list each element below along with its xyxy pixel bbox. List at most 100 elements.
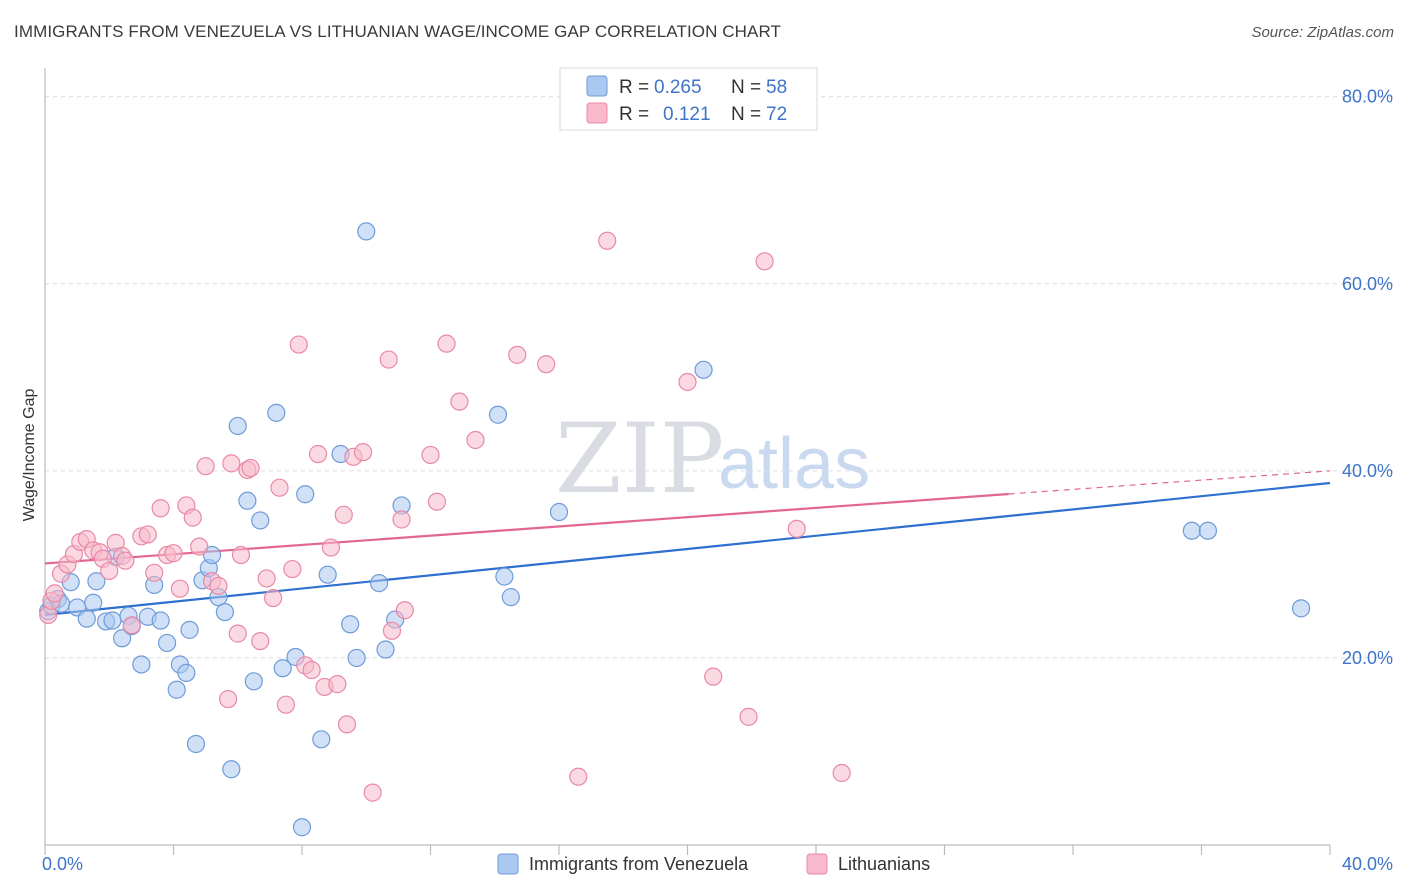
venezuela-point [251,511,270,530]
chart-title: IMMIGRANTS FROM VENEZUELA VS LITHUANIAN … [14,22,782,41]
venezuela-point [312,730,331,749]
venezuela-point [215,602,234,622]
lithuanian-point [270,478,289,497]
venezuela-point [549,502,569,522]
lithuanian-point [466,430,485,450]
bottom-legend-swatch-pink [806,853,828,875]
lithuanian-point [190,537,209,556]
y-tick-label: 80.0% [1342,87,1393,107]
venezuela-point [167,680,186,699]
venezuela-point [228,416,247,436]
lithuanian-point [321,538,341,557]
data-points [39,222,1311,837]
bottom-legend-swatch-blue [497,853,519,875]
axes [44,68,1331,855]
venezuela-point [222,760,241,779]
legend-r-value: 0.265 [654,77,702,98]
venezuela-point [180,620,199,639]
lithuanian-point [276,695,296,714]
venezuela-point [238,491,257,510]
lithuanian-point [263,588,283,608]
lithuanian-point [283,559,302,579]
lithuanian-point [678,372,697,392]
x-tick-label: 40.0% [1342,854,1393,874]
lithuanian-point [787,519,806,538]
lithuanian-point [209,576,228,596]
lithuanian-point [392,510,411,529]
lithuanian-point [231,545,251,565]
lithuanian-point [334,505,353,524]
lithuanian-point [337,715,357,734]
lithuanian-point [739,707,758,726]
watermark-atlas: atlas [718,424,870,504]
watermark: ZIP atlas [555,403,870,515]
venezuela-point [87,572,106,591]
lithuanian-point [45,584,64,603]
y-axis-title: Wage/Income Gap [21,389,38,522]
venezuela-point [151,611,170,630]
venezuela-point [488,405,508,424]
lithuanian-point [832,763,851,783]
venezuela-point [501,588,520,607]
x-tick-labels: 0.0% 40.0% [42,854,1393,874]
lithuanian-point [363,783,382,802]
legend-swatch-pink [586,102,608,124]
venezuela-point [1182,521,1201,540]
venezuela-point [244,672,263,691]
venezuela-point [186,734,206,754]
venezuela-point [267,403,286,422]
lithuanian-point [598,231,617,250]
lithuanian-point [138,525,157,544]
lithuanian-point [508,345,527,364]
lithuanian-point [145,563,164,582]
x-tick-label: 0.0% [42,854,83,874]
venezuela-point [132,655,151,674]
legend-n-value: 72 [766,104,787,125]
venezuela-point [370,573,389,593]
y-tick-labels: 20.0% 40.0% 60.0% 80.0% [1342,87,1393,668]
lithuanian-point [704,667,723,686]
gridlines [45,96,1393,659]
lithuanian-point [164,544,183,563]
lithuanian-point [421,445,440,465]
lithuanian-point [122,616,141,635]
legend-r-label: R = [619,104,649,125]
lithuanian-point [450,392,469,411]
watermark-zip: ZIP [555,403,724,515]
lithuanian-point [222,454,241,473]
lithuanian-trend-extension [1008,470,1331,495]
bottom-legend-label: Immigrants from Venezuela [529,854,749,874]
venezuela-point [495,567,514,586]
lithuanian-point [353,443,373,462]
venezuela-point [296,485,315,504]
venezuela-point [376,640,395,659]
venezuela-point [1198,521,1218,540]
lithuanian-point [755,252,774,271]
lithuanian-point [219,689,238,709]
legend: R = 0.265 N = 58 R = 0.121 N = 72 [559,67,818,131]
venezuela-point [1291,599,1311,618]
legend-r-label: R = [619,77,649,98]
lithuanian-point [196,457,215,476]
lithuanian-point [257,569,276,588]
source-label: Source: ZipAtlas.com [1251,24,1394,41]
lithuanian-point [302,660,321,680]
lithuanian-point [100,561,119,581]
venezuela-point [318,565,337,584]
venezuela-point [77,609,96,628]
venezuela-trend-line [44,481,1331,616]
lithuanian-point [241,458,260,478]
lithuanian-point [382,621,402,640]
lithuanian-point [395,601,414,620]
venezuela-point [177,663,196,682]
lithuanian-point [427,492,447,511]
venezuela-point [202,545,222,565]
lithuanian-point [183,508,202,527]
y-tick-label: 20.0% [1342,648,1393,668]
lithuanian-point [537,355,556,374]
legend-n-label: N = [731,77,761,98]
lithuanian-point [379,350,398,369]
bottom-legend: Immigrants from Venezuela Lithuanians [497,853,930,875]
lithuanian-point [170,579,190,598]
bottom-legend-label: Lithuanians [838,854,930,874]
